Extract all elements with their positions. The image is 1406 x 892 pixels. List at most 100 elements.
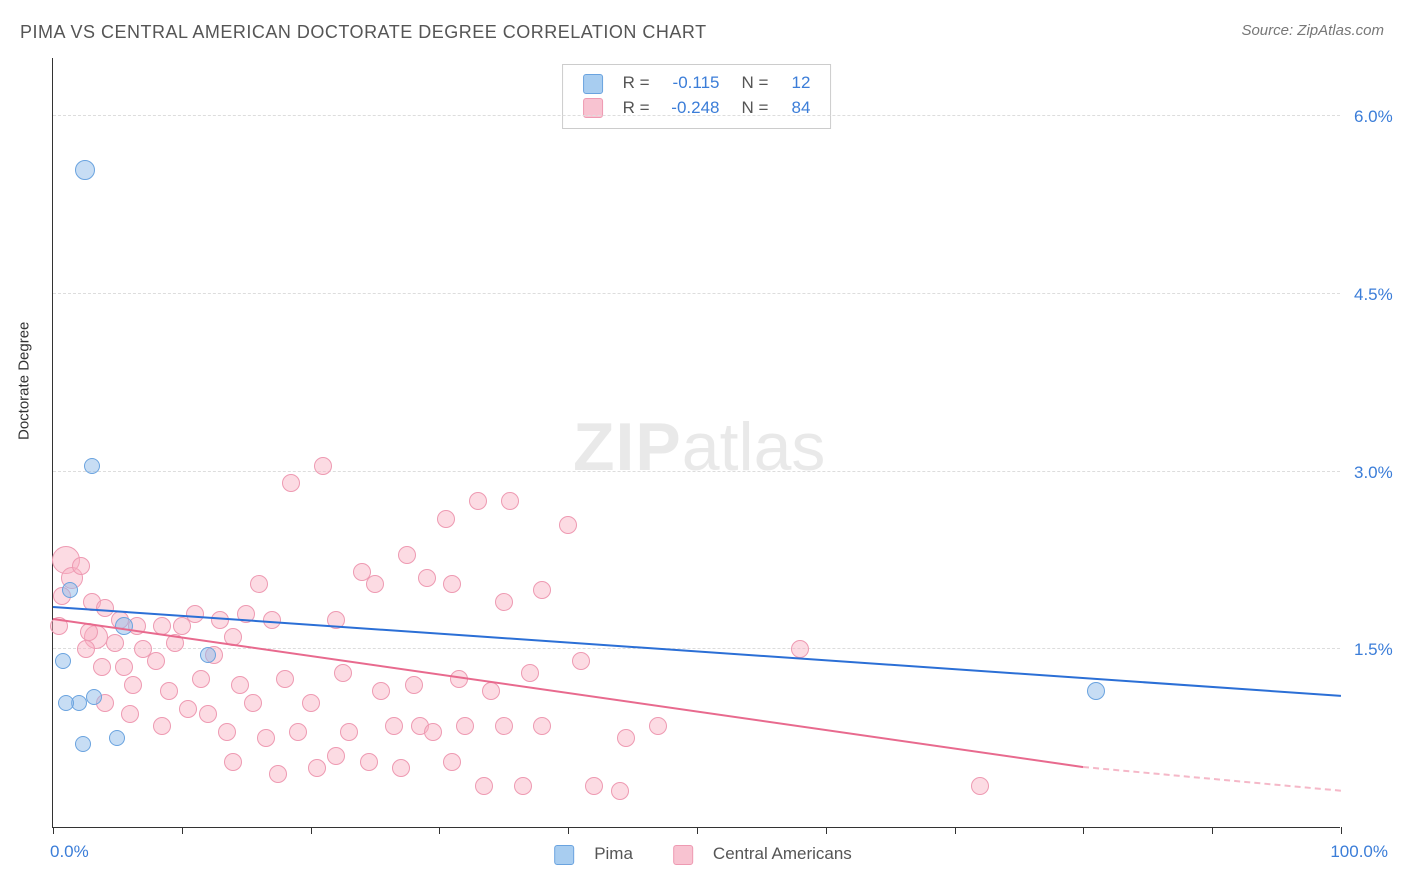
point-central [501,492,519,510]
point-pima [109,730,125,746]
point-central [257,729,275,747]
point-central [572,652,590,670]
point-central [179,700,197,718]
x-tick [311,827,312,834]
point-central [308,759,326,777]
x-tick-label-max: 100.0% [1330,842,1388,862]
point-central [192,670,210,688]
x-tick [1083,827,1084,834]
point-central [469,492,487,510]
point-central [282,474,300,492]
point-pima [62,582,78,598]
point-central [244,694,262,712]
point-central [93,658,111,676]
point-central [495,717,513,735]
x-tick [955,827,956,834]
gridline [53,115,1340,116]
point-central [482,682,500,700]
series-legend: Pima Central Americans [534,844,872,865]
x-tick [1341,827,1342,834]
point-central [269,765,287,783]
point-central [302,694,320,712]
point-central [392,759,410,777]
scatter-plot-area: ZIPatlas R =-0.115N =12R =-0.248N =84 [52,58,1340,828]
point-central [186,605,204,623]
point-central [437,510,455,528]
point-central [327,747,345,765]
point-pima [75,736,91,752]
point-central [533,717,551,735]
point-central [115,658,133,676]
y-tick-label: 3.0% [1354,463,1393,483]
point-central [533,581,551,599]
point-central [611,782,629,800]
x-tick [697,827,698,834]
legend-n-value: 12 [776,72,816,95]
point-pima [75,160,95,180]
x-tick [182,827,183,834]
point-central [360,753,378,771]
legend-r-label: R = [617,72,656,95]
point-central [314,457,332,475]
correlation-legend: R =-0.115N =12R =-0.248N =84 [562,64,832,129]
point-central [72,557,90,575]
point-central [289,723,307,741]
x-tick [1212,827,1213,834]
legend-swatch-blue [583,74,603,94]
legend-swatch-pink [673,845,693,865]
point-central [649,717,667,735]
point-central [418,569,436,587]
point-central [385,717,403,735]
x-tick [826,827,827,834]
y-tick-label: 4.5% [1354,285,1393,305]
point-central [124,676,142,694]
point-pima [1087,682,1105,700]
point-pima [200,647,216,663]
legend-n-label: N = [728,72,775,95]
point-central [224,753,242,771]
x-tick [53,827,54,834]
point-central [791,640,809,658]
y-axis-label: Doctorate Degree [16,322,33,440]
point-central [372,682,390,700]
point-central [514,777,532,795]
point-central [231,676,249,694]
point-central [521,664,539,682]
point-central [456,717,474,735]
point-central [153,717,171,735]
point-central [276,670,294,688]
source-label: Source: ZipAtlas.com [1241,22,1384,39]
gridline [53,648,1340,649]
point-central [495,593,513,611]
x-tick [439,827,440,834]
point-central [199,705,217,723]
trendline-central [53,618,1084,768]
point-central [340,723,358,741]
point-central [334,664,352,682]
point-pima [84,458,100,474]
point-pima [86,689,102,705]
x-tick-label-min: 0.0% [50,842,89,862]
watermark: ZIPatlas [573,408,825,486]
point-central [398,546,416,564]
point-central [366,575,384,593]
point-central [585,777,603,795]
point-central [147,652,165,670]
point-central [96,599,114,617]
point-central [77,640,95,658]
point-central [559,516,577,534]
point-central [106,634,124,652]
x-tick [568,827,569,834]
point-central [475,777,493,795]
point-central [617,729,635,747]
legend-series-label: Pima [594,844,633,863]
gridline [53,293,1340,294]
chart-title: PIMA VS CENTRAL AMERICAN DOCTORATE DEGRE… [20,22,707,43]
point-pima [115,617,133,635]
point-pima [58,695,74,711]
legend-series-label: Central Americans [713,844,852,863]
point-central [121,705,139,723]
trendline-central-extrapolated [1083,766,1341,792]
point-pima [55,653,71,669]
point-central [250,575,268,593]
